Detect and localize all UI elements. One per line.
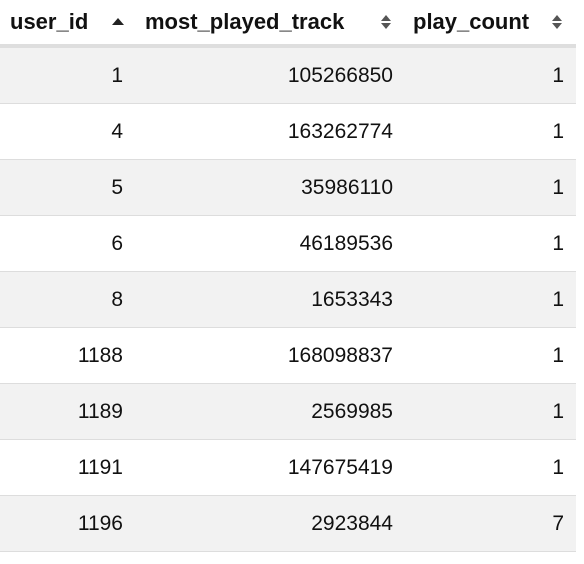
- cell-user-id: 8: [0, 271, 133, 328]
- cell-most-played-track: 2923844: [133, 495, 401, 552]
- table-row: 1196 2923844 7: [0, 495, 576, 552]
- sort-both-icon[interactable]: [379, 13, 393, 31]
- table-row: 1188 168098837 1: [0, 327, 576, 384]
- cell-most-played-track: 46189536: [133, 215, 401, 272]
- table-row: 6 46189536 1: [0, 215, 576, 272]
- sort-both-icon[interactable]: [550, 13, 564, 31]
- cell-play-count: 1: [401, 215, 576, 272]
- cell-most-played-track: 105266850: [133, 46, 401, 104]
- cell-play-count: 1: [401, 46, 576, 104]
- cell-play-count: 1: [401, 271, 576, 328]
- cell-user-id: 1196: [0, 495, 133, 552]
- cell-user-id: 4: [0, 103, 133, 160]
- cell-play-count: 1: [401, 327, 576, 384]
- cell-play-count: 1: [401, 383, 576, 440]
- sort-ascending-icon[interactable]: [111, 13, 125, 31]
- cell-play-count: 1: [401, 159, 576, 216]
- table-row: 1189 2569985 1: [0, 383, 576, 440]
- table-body: 1 105266850 1 4 163262774 1 5 35986110 1…: [0, 46, 576, 552]
- data-table: user_id most_played_track: [0, 0, 576, 552]
- column-header-user-id[interactable]: user_id: [0, 0, 133, 48]
- cell-most-played-track: 163262774: [133, 103, 401, 160]
- table-row: 1191 147675419 1: [0, 439, 576, 496]
- cell-user-id: 1191: [0, 439, 133, 496]
- cell-play-count: 1: [401, 439, 576, 496]
- cell-most-played-track: 1653343: [133, 271, 401, 328]
- column-header-label: most_played_track: [145, 9, 345, 34]
- table-row: 5 35986110 1: [0, 159, 576, 216]
- column-header-label: play_count: [413, 9, 530, 34]
- table-header: user_id most_played_track: [0, 0, 576, 48]
- cell-most-played-track: 2569985: [133, 383, 401, 440]
- table-row: 1 105266850 1: [0, 46, 576, 104]
- cell-play-count: 1: [401, 103, 576, 160]
- column-header-label: user_id: [10, 9, 89, 34]
- cell-user-id: 5: [0, 159, 133, 216]
- cell-play-count: 7: [401, 495, 576, 552]
- cell-most-played-track: 147675419: [133, 439, 401, 496]
- header-row: user_id most_played_track: [0, 0, 576, 48]
- cell-user-id: 1189: [0, 383, 133, 440]
- table-row: 4 163262774 1: [0, 103, 576, 160]
- cell-user-id: 1: [0, 46, 133, 104]
- column-header-most-played-track[interactable]: most_played_track: [133, 0, 401, 48]
- cell-most-played-track: 168098837: [133, 327, 401, 384]
- cell-most-played-track: 35986110: [133, 159, 401, 216]
- cell-user-id: 1188: [0, 327, 133, 384]
- column-header-play-count[interactable]: play_count: [401, 0, 576, 48]
- cell-user-id: 6: [0, 215, 133, 272]
- table-row: 8 1653343 1: [0, 271, 576, 328]
